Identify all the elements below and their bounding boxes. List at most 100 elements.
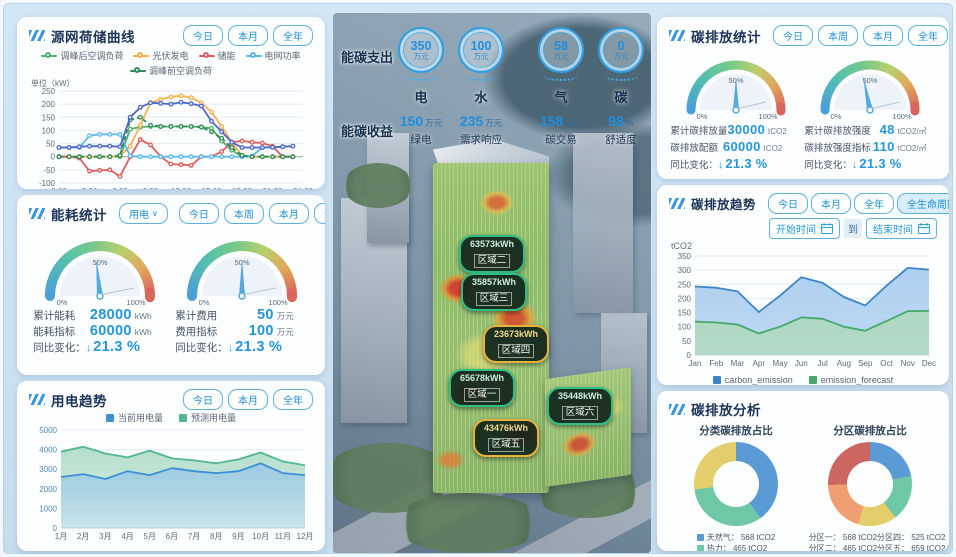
legend-marker bbox=[133, 51, 150, 60]
income-label: 能碳收益 bbox=[341, 124, 394, 139]
annex-heatmap bbox=[545, 366, 631, 488]
legend-item[interactable]: 电网功率 bbox=[245, 49, 301, 62]
svg-text:50%: 50% bbox=[728, 76, 743, 85]
svg-text:Nov: Nov bbox=[901, 359, 915, 368]
svg-text:21:00: 21:00 bbox=[262, 187, 283, 189]
income-unit: 万元 bbox=[485, 118, 503, 128]
range-button[interactable]: 全年 bbox=[854, 193, 895, 214]
legend-label: 分区一： 568 tCO2 bbox=[808, 533, 878, 542]
range-buttons: 今日 本月 全年 bbox=[183, 389, 313, 410]
range-button[interactable]: 全年 bbox=[313, 203, 325, 224]
svg-text:-50: -50 bbox=[43, 166, 55, 175]
legend-marker bbox=[41, 51, 58, 60]
svg-text:250: 250 bbox=[42, 87, 56, 96]
legend-marker bbox=[245, 51, 262, 60]
end-date-input[interactable]: 结束时间 bbox=[866, 218, 937, 239]
legend-label: 调峰后空调负荷 bbox=[60, 51, 124, 61]
legend-item[interactable]: 预测用电量 bbox=[179, 411, 236, 424]
legend-item[interactable]: carbon_emission bbox=[712, 375, 793, 385]
legend-item[interactable]: 分区二： 465 tCO2 bbox=[806, 543, 877, 551]
legend-item[interactable]: 调峰后空调负荷 bbox=[41, 49, 123, 62]
city-aerial-view: 能碳支出 350 万元电 100 万元水 58 万元气 0 万元碳 能碳收益 150 万元 绿电 2… bbox=[333, 13, 651, 553]
range-button[interactable]: 全年 bbox=[273, 389, 313, 410]
svg-text:50%: 50% bbox=[862, 76, 877, 85]
energy-type-dropdown[interactable]: 用电 ∨ bbox=[119, 203, 168, 224]
income-unit: % bbox=[626, 118, 634, 128]
stat-label: 碳排放配额 bbox=[670, 143, 718, 154]
gauge-stat-row: 费用指标 100 万元 bbox=[175, 324, 308, 340]
legend-item[interactable]: 分区五： 659 tCO2 bbox=[874, 543, 945, 551]
panel-title-icon bbox=[29, 30, 45, 41]
legend-item[interactable]: 当前用电量 bbox=[105, 411, 163, 424]
range-button[interactable]: 本月 bbox=[811, 193, 852, 214]
chart-legend: 调峰后空调负荷 光伏发电 储能 电网功率调峰前空调负荷 bbox=[29, 49, 313, 77]
legend-item[interactable]: 分区四： 525 tCO2 bbox=[874, 532, 945, 543]
stat-unit: kWh bbox=[134, 327, 152, 337]
svg-text:4月: 4月 bbox=[121, 532, 133, 541]
income-name: 绿电 bbox=[410, 134, 432, 146]
expense-value: 350 bbox=[410, 38, 432, 53]
panel-title: 用电趋势 bbox=[51, 393, 107, 409]
income-name: 碳交易 bbox=[545, 134, 577, 146]
zone-name: 区域一 bbox=[463, 388, 501, 402]
zone-marker-区域三: 35857kWh 区域三 bbox=[461, 273, 527, 311]
svg-text:150: 150 bbox=[678, 309, 692, 318]
range-button[interactable]: 本月 bbox=[228, 389, 268, 410]
range-buttons: 今日本周本月全年 bbox=[773, 25, 948, 46]
down-arrow-icon: ↓ bbox=[717, 159, 724, 171]
down-arrow-icon: ↓ bbox=[851, 159, 858, 171]
range-button[interactable]: 今日 bbox=[768, 193, 809, 214]
range-button[interactable]: 本月 bbox=[268, 203, 309, 224]
svg-text:Sep: Sep bbox=[858, 359, 873, 368]
svg-text:300: 300 bbox=[678, 266, 692, 275]
legend-item[interactable]: emission_forecast bbox=[808, 375, 893, 385]
zone-energy-value: 43476kWh bbox=[483, 423, 529, 433]
svg-text:4000: 4000 bbox=[39, 446, 57, 455]
carbon-trend-panel: 碳排放趋势 今日本月全年全生命周期 开始时间 到 结束时间 tCO2 0 50 10… bbox=[657, 185, 949, 385]
range-button[interactable]: 本周 bbox=[818, 25, 858, 46]
expense-label: 能碳支出 bbox=[341, 50, 394, 65]
legend-item[interactable]: 热力： 465 tCO2 bbox=[696, 543, 775, 551]
range-button[interactable]: 今日 bbox=[183, 25, 223, 46]
stat-value: 110 bbox=[872, 139, 895, 154]
gauge-stat-row: 累计费用 50 万元 bbox=[175, 308, 308, 324]
range-button[interactable]: 本月 bbox=[228, 25, 268, 46]
range-button[interactable]: 今日 bbox=[183, 389, 223, 410]
range-button[interactable]: 本月 bbox=[863, 25, 903, 46]
expense-circle-气: 58 万元 bbox=[538, 27, 584, 73]
range-button[interactable]: 全生命周期 bbox=[897, 193, 949, 214]
range-button[interactable]: 今日 bbox=[773, 25, 813, 46]
chart-legend: 当前用电量 预测用电量 bbox=[29, 411, 313, 424]
svg-text:9月: 9月 bbox=[232, 532, 244, 541]
range-button[interactable]: 本周 bbox=[223, 203, 264, 224]
legend-item[interactable]: 调峰前空调负荷 bbox=[129, 64, 212, 77]
chart-legend: carbon_emission emission_forecast bbox=[669, 375, 937, 385]
zone-energy-value: 23673kWh bbox=[493, 329, 539, 339]
income-unit: 万元 bbox=[425, 118, 443, 128]
svg-text:3月: 3月 bbox=[99, 532, 111, 541]
legend-label: 天然气： 568 tCO2 bbox=[706, 533, 776, 542]
legend-item[interactable]: 天然气： 568 tCO2 bbox=[696, 532, 776, 543]
range-button[interactable]: 全年 bbox=[908, 25, 948, 46]
legend-item[interactable]: 分区一： 568 tCO2 bbox=[806, 532, 877, 543]
range-button[interactable]: 全年 bbox=[273, 25, 313, 46]
end-date-placeholder: 结束时间 bbox=[873, 225, 913, 236]
svg-text:3:00: 3:00 bbox=[82, 187, 98, 189]
svg-text:3000: 3000 bbox=[39, 465, 57, 474]
income-item: 98% 舒适度 bbox=[583, 113, 651, 147]
legend-item[interactable]: 储能 bbox=[198, 49, 236, 62]
svg-text:11月: 11月 bbox=[275, 532, 291, 541]
panel-title-icon bbox=[29, 394, 45, 405]
svg-text:0: 0 bbox=[51, 153, 56, 162]
svg-text:50: 50 bbox=[682, 337, 691, 346]
gauge-stat-row: 累计碳排放量 30000 tCO2 bbox=[670, 122, 801, 139]
start-date-placeholder: 开始时间 bbox=[776, 225, 816, 236]
legend-item[interactable]: 光伏发电 bbox=[133, 49, 189, 62]
legend-label: 分区二： 465 tCO2 bbox=[808, 544, 878, 551]
range-button[interactable]: 今日 bbox=[178, 203, 219, 224]
gauge-needle bbox=[96, 259, 104, 300]
start-date-input[interactable]: 开始时间 bbox=[769, 218, 840, 239]
